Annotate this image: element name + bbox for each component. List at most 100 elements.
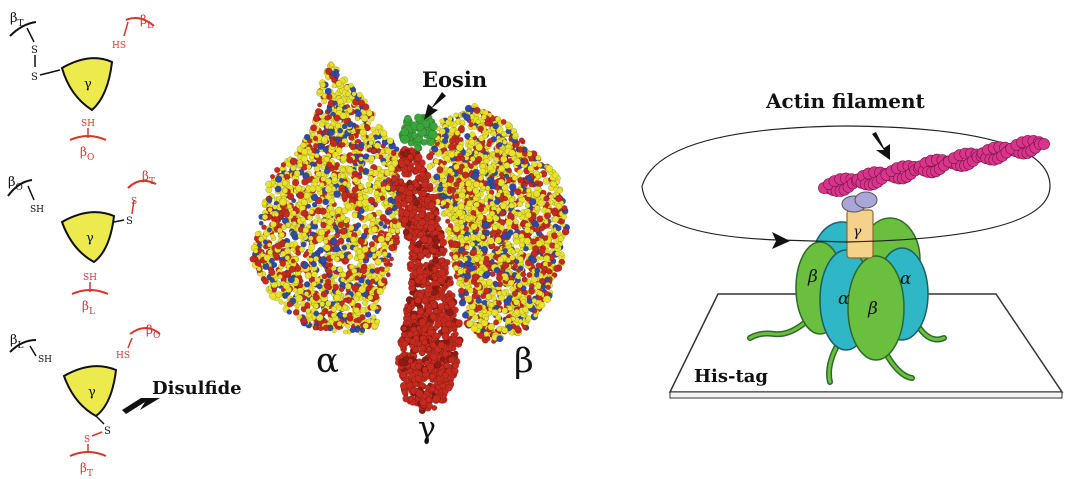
gamma-atom	[445, 320, 453, 328]
alpha-atom	[381, 250, 388, 257]
gamma-atom	[416, 358, 423, 364]
alpha-atom	[361, 198, 370, 207]
alpha-atom	[339, 155, 347, 162]
beta-atom	[521, 276, 528, 283]
alpha-atom	[261, 200, 268, 207]
beta-atom	[554, 250, 561, 257]
beta-atom	[460, 250, 466, 256]
beta-atom	[459, 155, 466, 162]
beta-atom	[452, 236, 458, 242]
beta-atom	[451, 215, 457, 221]
alpha-atom	[322, 324, 330, 332]
alpha-atom	[271, 281, 278, 289]
beta-atom	[536, 215, 544, 223]
gamma-atom	[400, 216, 409, 225]
beta-atom	[471, 172, 479, 180]
alpha-atom	[321, 307, 329, 315]
alpha-atom	[326, 93, 333, 101]
gamma-atom	[427, 329, 435, 337]
gamma-atom	[427, 182, 434, 189]
beta-atom	[491, 309, 499, 317]
beta-atom	[535, 240, 543, 247]
gamma-subunit-1	[60, 57, 114, 112]
gamma-atom	[412, 381, 419, 388]
alpha-atom	[330, 306, 337, 313]
gamma-atom	[399, 371, 407, 379]
alpha-atom	[339, 253, 345, 259]
scheme1-s-lower: S	[31, 72, 38, 83]
beta-atom	[449, 137, 456, 145]
gamma-atom	[421, 326, 428, 333]
alpha-atom	[313, 136, 319, 142]
alpha-atom	[358, 167, 364, 173]
alpha-atom	[320, 176, 327, 182]
gamma-stalk-label: γ	[853, 224, 862, 240]
gamma-atom	[452, 350, 459, 357]
alpha-atom	[301, 178, 309, 186]
alpha-atom	[258, 236, 265, 243]
alpha-atom	[383, 267, 389, 273]
beta-atom	[446, 167, 454, 174]
beta-atom	[479, 167, 487, 175]
alpha-atom	[324, 115, 330, 121]
alpha-atom	[341, 191, 349, 199]
beta-atom	[545, 164, 553, 173]
beta-atom	[454, 129, 461, 136]
scheme3-hs: HS	[116, 351, 130, 361]
alpha-atom	[370, 225, 379, 234]
beta-atom	[493, 319, 499, 326]
alpha-atom	[326, 161, 333, 169]
beta-atom	[458, 219, 465, 226]
alpha-atom	[362, 322, 369, 330]
beta-atom	[534, 272, 540, 278]
alpha-atom	[303, 250, 310, 257]
beta-atom	[464, 244, 470, 251]
gamma-atom	[441, 332, 450, 341]
alpha-atom	[352, 176, 359, 183]
alpha-atom	[331, 83, 337, 89]
beta-atom	[459, 282, 465, 288]
alpha-atom	[330, 254, 336, 260]
alpha-atom	[267, 249, 273, 256]
alpha-atom	[370, 246, 377, 253]
beta-atom	[503, 196, 509, 202]
gamma-atom	[407, 184, 415, 191]
alpha-atom	[329, 198, 336, 205]
beta-atom	[511, 290, 519, 297]
beta-atom	[513, 308, 521, 316]
beta-atom	[477, 125, 484, 133]
beta-atom	[471, 273, 480, 282]
beta-atom	[487, 237, 495, 245]
alpha-atom	[337, 127, 343, 134]
beta-atom	[468, 215, 474, 221]
beta-atom	[487, 193, 493, 200]
alpha-atom	[315, 170, 322, 177]
gamma-atom	[418, 318, 427, 327]
alpha-atom	[371, 147, 377, 154]
gamma-atom	[426, 346, 432, 352]
alpha-atom	[367, 213, 374, 220]
alpha-atom	[370, 273, 377, 280]
scheme3-s-red: S	[84, 435, 90, 445]
beta-atom	[561, 205, 568, 211]
alpha-atom	[303, 291, 310, 297]
eosin-atom	[403, 114, 412, 123]
beta-atom	[468, 264, 476, 272]
beta-atom	[463, 113, 471, 122]
gamma-atom	[420, 190, 428, 197]
beta-atom	[455, 209, 464, 217]
beta-atom	[485, 278, 493, 286]
alpha-atom	[312, 142, 319, 149]
beta-center-label: β	[867, 299, 878, 319]
alpha-atom	[336, 155, 341, 161]
beta-atom	[533, 190, 541, 198]
beta-atom	[543, 254, 551, 262]
gamma-subunit-3	[62, 365, 118, 418]
beta-atom	[442, 160, 447, 166]
alpha-atom	[324, 87, 332, 95]
beta-atom	[475, 119, 481, 125]
eosin-atom	[414, 113, 423, 122]
alpha-atom	[378, 221, 384, 227]
alpha-atom	[315, 235, 324, 243]
beta-atom	[494, 236, 502, 244]
